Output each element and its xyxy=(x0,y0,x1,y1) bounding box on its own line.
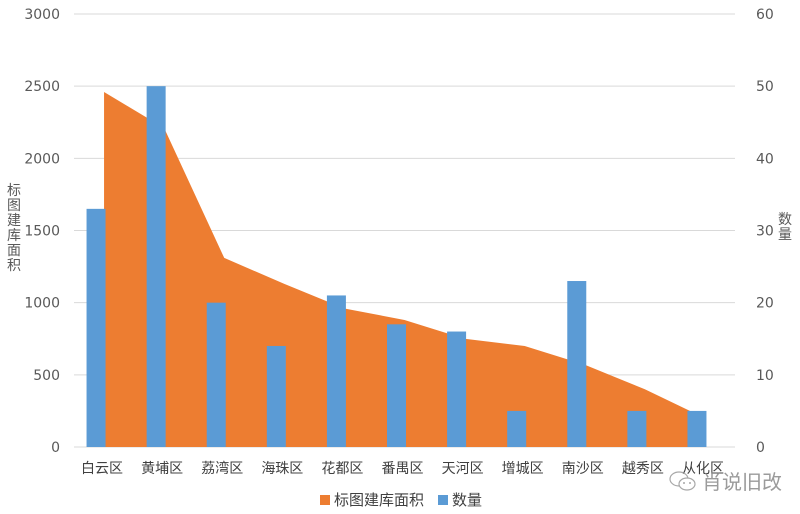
y2-tick-label: 50 xyxy=(756,79,774,95)
bar[interactable] xyxy=(567,281,587,447)
right-axis-title: 数量 xyxy=(778,212,792,243)
legend-swatch-blue xyxy=(438,494,449,505)
y2-tick-label: 20 xyxy=(756,296,774,312)
wechat-icon xyxy=(669,470,696,491)
bar[interactable] xyxy=(86,208,106,447)
y-tick-label: 1000 xyxy=(24,296,60,312)
x-axis-categories: 白云区 黄埔区 荔湾区 海珠区 花都区 番禺区 天河区 增城区 南沙区 越秀区 从化区 xyxy=(81,460,724,477)
bar[interactable] xyxy=(146,86,166,448)
area-fill xyxy=(104,91,705,447)
x-category-label: 海珠区 xyxy=(261,461,303,477)
legend: 标图建库面积 数量 xyxy=(320,489,496,510)
watermark: 肖说旧改 xyxy=(668,466,782,495)
x-category-label: 荔湾区 xyxy=(201,460,243,477)
y2-tick-label: 30 xyxy=(756,224,774,240)
watermark-text: 肖说旧改 xyxy=(702,470,782,494)
x-category-label: 增城区 xyxy=(502,461,544,477)
left-axis-ticks: 0 500 1000 1500 2000 2500 3000 xyxy=(24,7,60,456)
y-tick-label: 0 xyxy=(51,440,60,456)
bar-series-count xyxy=(86,86,707,448)
left-axis-title: 标图建库面积 xyxy=(7,183,21,274)
y2-tick-label: 10 xyxy=(756,368,774,384)
legend-label-count: 数量 xyxy=(452,491,483,509)
y-tick-label: 2000 xyxy=(24,151,60,167)
x-category-label: 越秀区 xyxy=(622,461,664,477)
y2-tick-label: 60 xyxy=(756,7,774,23)
bar[interactable] xyxy=(387,324,406,447)
right-axis-ticks: 0 10 20 30 40 50 60 xyxy=(756,7,774,456)
y-tick-label: 500 xyxy=(33,368,60,384)
y-tick-label: 2500 xyxy=(24,79,60,95)
bar[interactable] xyxy=(447,331,467,447)
x-category-label: 番禺区 xyxy=(382,461,424,477)
bar[interactable] xyxy=(687,410,707,447)
y-tick-label: 1500 xyxy=(24,224,60,240)
y2-tick-label: 40 xyxy=(756,151,774,167)
area-series-mapping-area xyxy=(104,91,705,447)
bar[interactable] xyxy=(266,345,286,447)
x-category-label: 黄埔区 xyxy=(141,460,183,477)
y2-tick-label: 0 xyxy=(756,440,765,456)
legend-label-area: 标图建库面积 xyxy=(334,491,425,509)
y-tick-label: 3000 xyxy=(24,7,60,23)
bar[interactable] xyxy=(507,410,527,447)
x-category-label: 南沙区 xyxy=(562,461,604,477)
x-category-label: 天河区 xyxy=(442,461,484,477)
legend-item-area[interactable]: 标图建库面积 xyxy=(320,489,424,510)
bar[interactable] xyxy=(206,302,226,447)
legend-swatch-orange xyxy=(320,494,330,505)
legend-item-count[interactable]: 数量 xyxy=(438,489,482,510)
x-category-label: 从化区 xyxy=(682,461,724,477)
x-category-label: 白云区 xyxy=(81,461,123,477)
bar[interactable] xyxy=(326,295,346,447)
x-category-label: 花都区 xyxy=(321,461,363,477)
bar[interactable] xyxy=(627,410,647,447)
